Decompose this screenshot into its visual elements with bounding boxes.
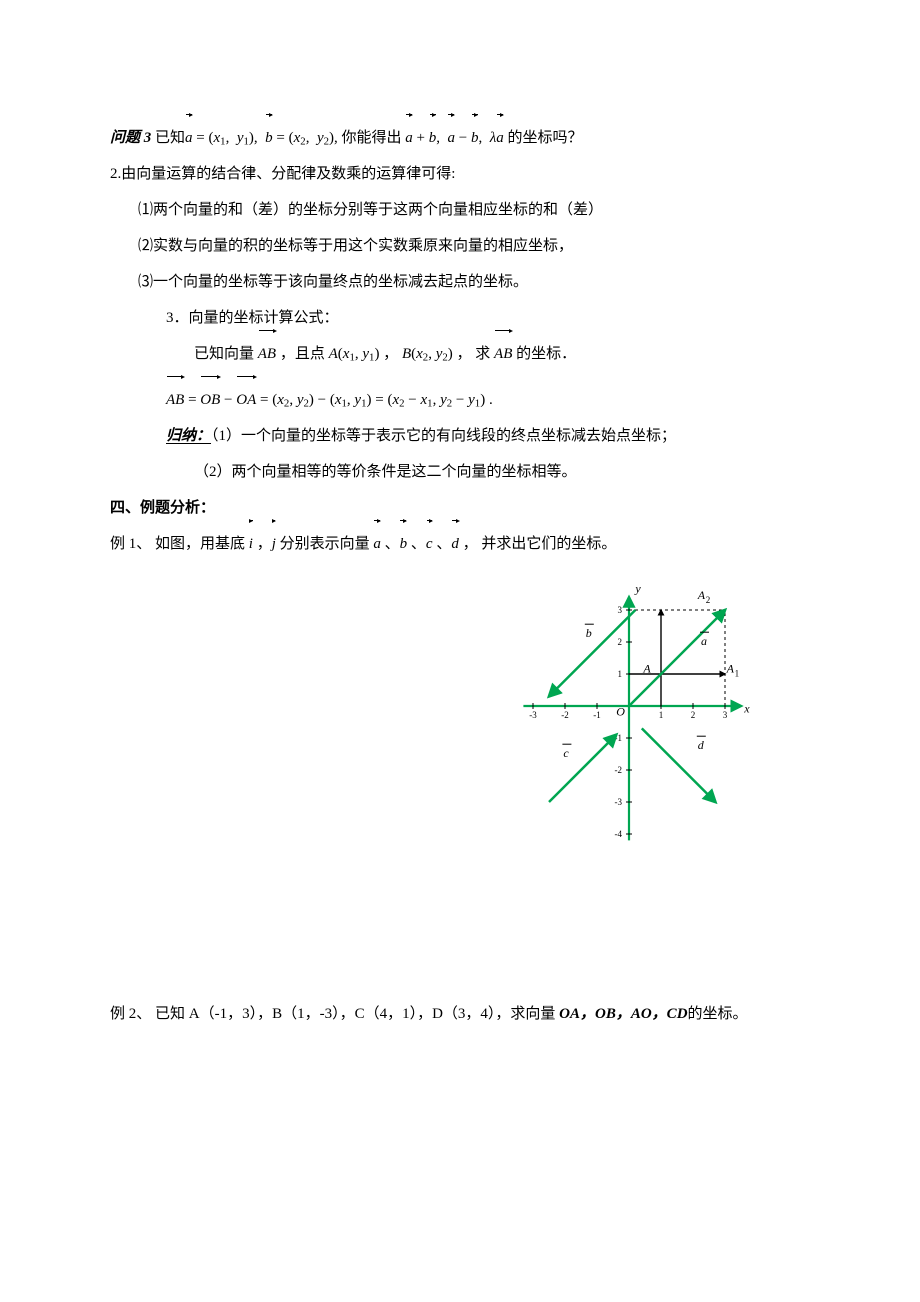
svg-text:-4: -4 — [615, 829, 623, 839]
p2-l3: ⑶一个向量的坐标等于该向量终点的坐标减去起点的坐标。 — [110, 264, 810, 300]
ex2-text: 例 2、 已知 A（-1，3），B（1，-3），C（4，1），D（3，4），求向… — [110, 1006, 559, 1022]
question-3-label: 问题 3 — [110, 130, 151, 146]
p3-given-mid: ，且点 — [276, 346, 329, 362]
svg-text:2: 2 — [618, 637, 623, 647]
svg-text:-2: -2 — [615, 765, 623, 775]
svg-text:3: 3 — [723, 710, 728, 720]
svg-text:1: 1 — [735, 668, 740, 678]
guina-label: 归纳： — [166, 428, 211, 444]
svg-text:c: c — [563, 746, 569, 760]
ex1-tail: ， 并求出它们的坐标。 — [463, 536, 617, 552]
guina-l1: （1）一个向量的坐标等于表示它的有向线段的终点坐标减去始点坐标； — [211, 428, 676, 444]
svg-text:a: a — [701, 634, 707, 648]
p3-ask: 的坐标． — [516, 346, 576, 362]
p2-l1: ⑴两个向量的和（差）的坐标分别等于这两个向量相应坐标的和（差） — [110, 192, 810, 228]
svg-text:A: A — [697, 588, 706, 602]
document-page: 问题 3 已知 a = (x1, y1), b = (x2, y2), 你能得出… — [0, 0, 920, 1112]
example-1: 例 1、 如图，用基底 i ， j 分别表示向量 a 、 b 、 c 、 d ，… — [110, 526, 810, 562]
example-2: 例 2、 已知 A（-1，3），B（1，-3），C（4，1），D（3，4），求向… — [110, 996, 810, 1032]
vector-diagram: -3-2-1123-4-3-2-1123abcdAA1A2xyO — [474, 566, 804, 846]
svg-text:-3: -3 — [529, 710, 537, 720]
section-4-title: 四、例题分析： — [110, 490, 810, 526]
example-1-figure: -3-2-1123-4-3-2-1123abcdAA1A2xyO — [110, 566, 810, 846]
question-3: 问题 3 已知 a = (x1, y1), b = (x2, y2), 你能得出… — [110, 120, 810, 156]
svg-text:O: O — [616, 705, 625, 719]
svg-text:x: x — [743, 701, 750, 715]
svg-text:1: 1 — [659, 710, 664, 720]
q3-prefix: 已知 — [155, 130, 185, 146]
guina-1: 归纳：（1）一个向量的坐标等于表示它的有向线段的终点坐标减去始点坐标； — [110, 418, 810, 454]
svg-text:A: A — [642, 661, 651, 675]
svg-text:1: 1 — [618, 669, 623, 679]
ab-equation: AB = OB − OA = (x2, y2) − (x1, y1) = (x2… — [110, 372, 810, 418]
svg-text:-2: -2 — [561, 710, 569, 720]
p3-given: 已知向量 AB ，且点 A(x1, y1) ， B(x2, y2) ， 求 AB… — [110, 336, 810, 372]
p2-l2: ⑵实数与向量的积的坐标等于用这个实数乘原来向量的相应坐标， — [110, 228, 810, 264]
svg-text:y: y — [634, 581, 641, 595]
svg-text:b: b — [586, 626, 592, 640]
q3-mid: 你能得出 — [342, 130, 402, 146]
ex1-pre: 例 1、 如图，用基底 — [110, 536, 245, 552]
ex2-tail: 的坐标。 — [688, 1006, 748, 1022]
q3-suffix: 的坐标吗？ — [507, 130, 582, 146]
svg-text:A: A — [726, 661, 735, 675]
svg-text:-1: -1 — [593, 710, 601, 720]
p3-title: 3．向量的坐标计算公式： — [110, 300, 810, 336]
p2-intro: 2.由向量运算的结合律、分配律及数乘的运算律可得: — [110, 156, 810, 192]
guina-2: （2）两个向量相等的等价条件是这二个向量的坐标相等。 — [110, 454, 810, 490]
svg-text:d: d — [698, 738, 705, 752]
svg-text:-3: -3 — [615, 797, 623, 807]
svg-text:2: 2 — [691, 710, 696, 720]
ex1-mid: 分别表示向量 — [280, 536, 370, 552]
svg-text:3: 3 — [618, 605, 623, 615]
p3-given-pre: 已知向量 — [194, 346, 258, 362]
svg-text:2: 2 — [706, 595, 711, 605]
